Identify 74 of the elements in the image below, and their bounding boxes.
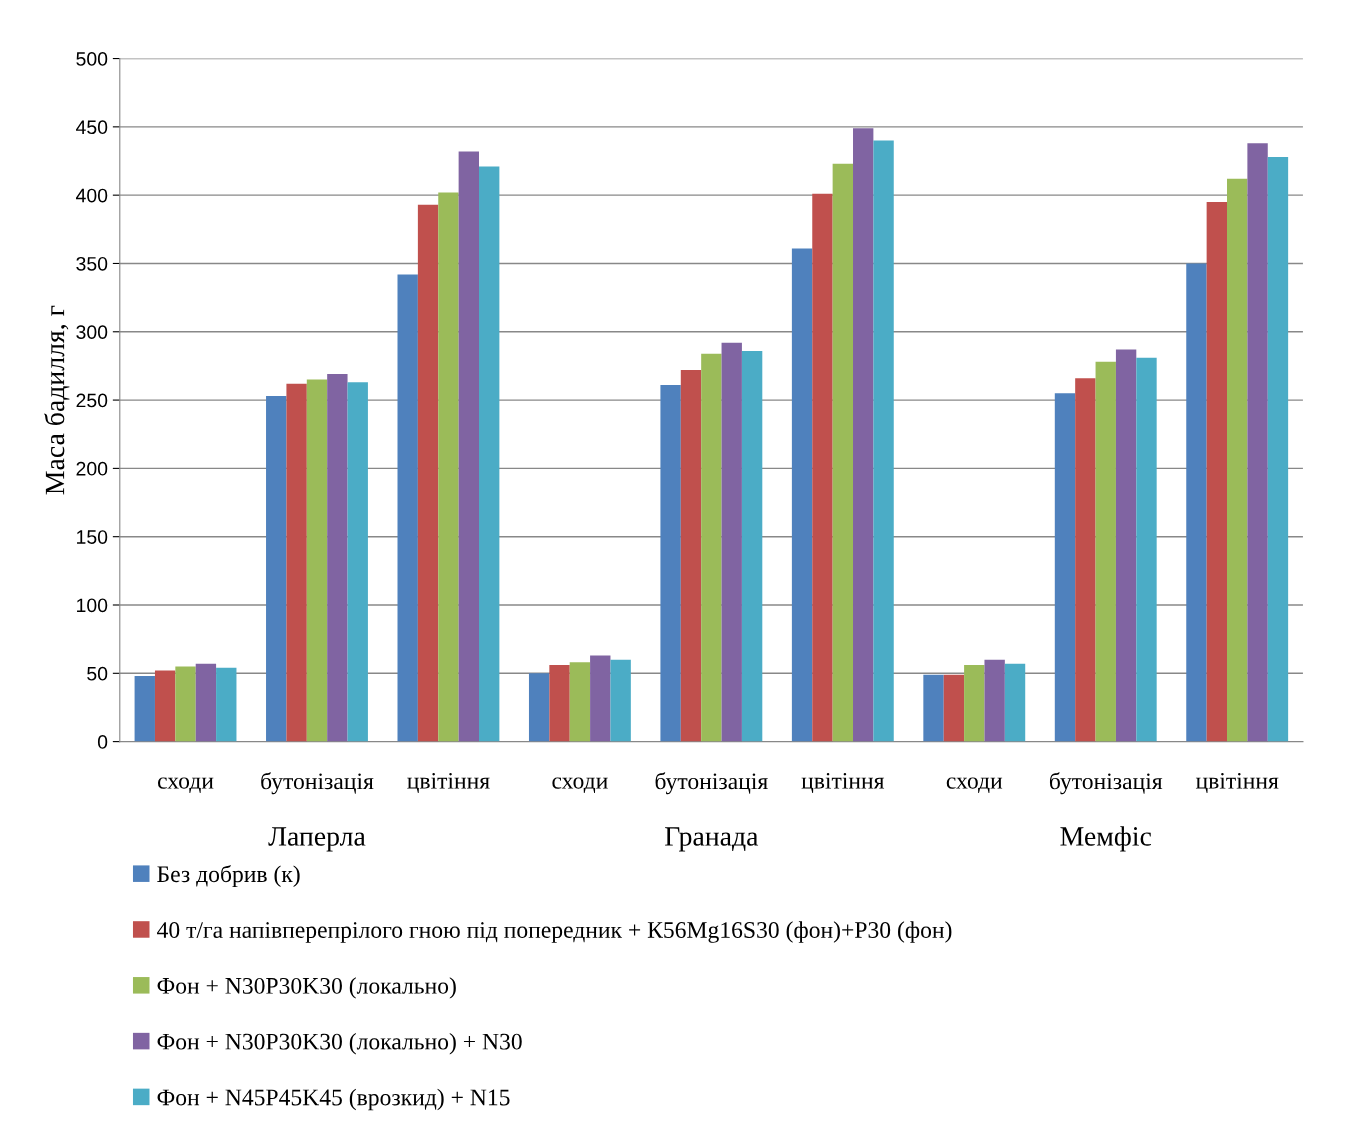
y-tick-label: 0: [97, 735, 108, 749]
bar: [1186, 263, 1207, 742]
y-tick-label: 250: [76, 393, 108, 408]
bar: [438, 192, 459, 742]
x-tick-label: цвітіння: [1195, 772, 1279, 794]
legend-label: Фон + N30P30K30 (локально): [157, 977, 456, 999]
y-tick-label: 350: [76, 256, 108, 271]
bar: [569, 662, 591, 742]
bar: [195, 663, 217, 742]
bar: [134, 676, 155, 742]
bar: [832, 163, 854, 742]
bar: [175, 666, 196, 742]
bar: [1075, 378, 1096, 742]
bar: [327, 374, 348, 742]
bar: [590, 655, 611, 742]
legend-label: Фон + N30P30K30 (локально) + N30: [157, 1032, 522, 1055]
bar: [984, 659, 1005, 742]
text: Мемфіс: [1060, 826, 1152, 852]
x-tick-label: бутонізація: [1049, 772, 1163, 795]
bar: [1247, 143, 1268, 742]
bar: [873, 140, 894, 742]
bar: [1227, 178, 1248, 742]
bar: [286, 383, 307, 742]
x-tick-label: цвітіння: [801, 772, 885, 794]
x-tick-label: сходи: [158, 777, 214, 794]
y-axis-title: Маса бадилля, г: [44, 305, 70, 495]
bar: [853, 128, 874, 742]
bar: [1267, 156, 1289, 742]
bar: [1004, 663, 1026, 742]
legend-label: Без добрив (к): [157, 865, 300, 887]
bar: [741, 350, 763, 742]
y-tick-label: 450: [76, 120, 108, 135]
legend-label: Фон + N45P45K45 (врозкид) + N15: [157, 1088, 510, 1111]
text: Гранада: [665, 827, 759, 852]
bar: [791, 248, 813, 742]
bar: [923, 674, 944, 742]
bar: [549, 665, 570, 742]
x-tick-label: цвітіння: [407, 772, 490, 794]
legend-label: 40 т/га напівперепрілого гною під попередник + К56Mg16S30 (фон)+Р30 (фон): [157, 921, 952, 943]
bar: [1115, 349, 1137, 742]
y-tick-label: 100: [77, 598, 108, 613]
y-tick-label: 200: [76, 461, 108, 476]
x-tick-label: бутонізація: [261, 772, 374, 795]
bar: [154, 670, 176, 742]
bar: [680, 370, 702, 742]
bar: [528, 673, 550, 742]
x-tick-label: сходи: [552, 777, 608, 794]
y-tick-label: 50: [87, 666, 108, 681]
bar: [417, 204, 439, 742]
bar: [701, 353, 722, 742]
bar: [943, 674, 965, 742]
y-tick-label: 400: [76, 188, 108, 203]
bar: [610, 659, 631, 742]
bar: [216, 667, 237, 742]
bar: [479, 166, 500, 742]
bar: [306, 379, 328, 742]
y-tick-label: 500: [76, 52, 108, 66]
bar: [266, 395, 287, 742]
bar: [347, 382, 368, 742]
bar: [1054, 393, 1076, 742]
bar: [964, 665, 985, 742]
bar: [1095, 361, 1116, 742]
text: Лаперла: [268, 827, 366, 852]
bar: [1206, 201, 1228, 742]
bar: [1136, 357, 1157, 742]
bar: [397, 274, 418, 742]
bar: [812, 193, 833, 742]
y-tick-label: 300: [76, 325, 108, 340]
x-tick-label: сходи: [946, 777, 1003, 794]
bar: [721, 342, 742, 742]
x-tick-label: бутонізація: [655, 772, 768, 795]
bar: [660, 385, 681, 742]
y-tick-label: 150: [77, 530, 108, 544]
bar: [458, 151, 480, 742]
